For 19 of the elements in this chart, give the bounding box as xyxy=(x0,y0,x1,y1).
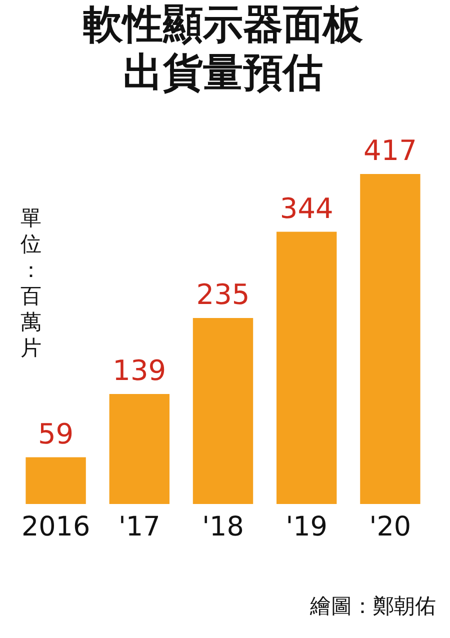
bar xyxy=(26,457,86,504)
x-tick-label: '19 xyxy=(286,512,328,542)
y-axis-title: 單位：百萬片 xyxy=(20,205,42,361)
bar xyxy=(192,318,254,504)
data-label: 59 xyxy=(38,417,74,450)
data-label: 417 xyxy=(363,134,417,167)
text: 出貨量預估 xyxy=(123,50,323,96)
data-label: 139 xyxy=(112,354,166,387)
text: 繪圖：鄭朝佑 xyxy=(310,593,436,620)
x-tick-label: '17 xyxy=(118,512,160,542)
bar xyxy=(109,394,170,504)
x-tick-label: 2016 xyxy=(21,512,90,542)
x-tick-label: '20 xyxy=(369,512,412,542)
data-label: 344 xyxy=(280,192,334,225)
bar xyxy=(276,232,337,504)
text: 軟性顯示器面板 xyxy=(83,2,363,48)
bar xyxy=(360,174,420,504)
data-label: 235 xyxy=(196,278,250,312)
x-tick-label: '18 xyxy=(202,512,244,542)
